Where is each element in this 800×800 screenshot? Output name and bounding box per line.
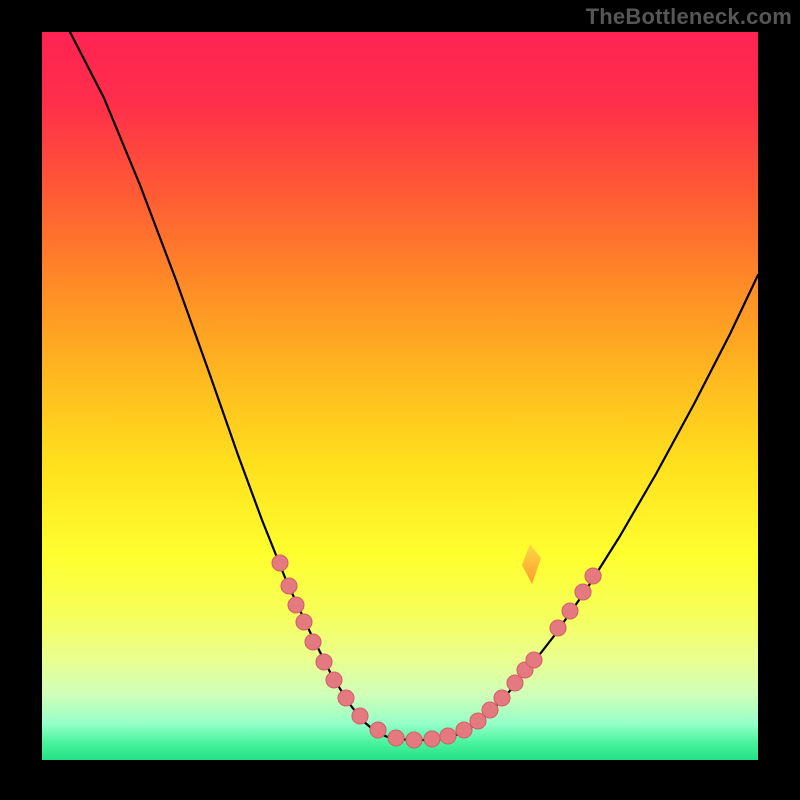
data-marker <box>507 675 523 691</box>
data-marker <box>575 584 591 600</box>
data-marker <box>296 614 312 630</box>
chart-container: TheBottleneck.com <box>0 0 800 800</box>
data-marker <box>316 654 332 670</box>
data-marker <box>585 568 601 584</box>
data-marker <box>424 731 440 747</box>
data-marker <box>272 555 288 571</box>
data-marker <box>326 672 342 688</box>
data-marker <box>305 634 321 650</box>
data-marker <box>440 728 456 744</box>
data-marker <box>352 708 368 724</box>
data-marker <box>494 690 510 706</box>
watermark-text: TheBottleneck.com <box>586 4 792 30</box>
data-marker <box>281 578 297 594</box>
data-marker <box>526 652 542 668</box>
bottleneck-chart <box>0 0 800 800</box>
data-marker <box>562 603 578 619</box>
data-marker <box>456 722 472 738</box>
data-marker <box>370 722 386 738</box>
plot-background <box>42 32 758 760</box>
data-marker <box>388 730 404 746</box>
data-marker <box>406 732 422 748</box>
data-marker <box>288 597 304 613</box>
data-marker <box>482 702 498 718</box>
data-marker <box>550 620 566 636</box>
data-marker <box>338 690 354 706</box>
